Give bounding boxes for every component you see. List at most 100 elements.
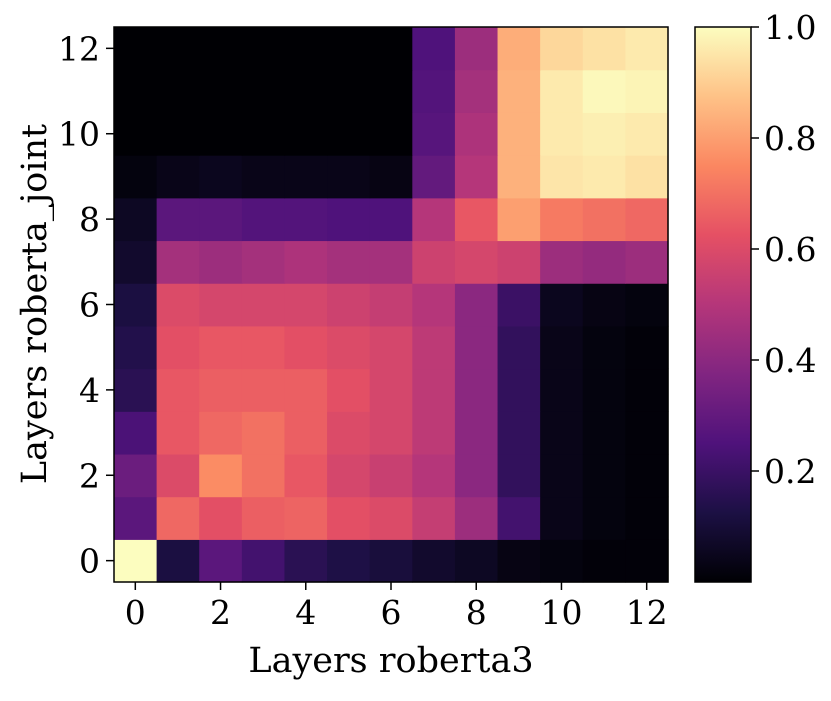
- heatmap-cell: [540, 27, 584, 71]
- heatmap-cell: [454, 539, 499, 583]
- heatmap-cell: [454, 155, 499, 199]
- y-tick-label: 12: [58, 29, 100, 68]
- heatmap-cell: [327, 453, 371, 498]
- heatmap-cell: [327, 240, 371, 284]
- heatmap-cell: [625, 453, 669, 498]
- heatmap-cell: [582, 112, 626, 156]
- heatmap-cell: [114, 283, 158, 327]
- heatmap-cell: [241, 368, 286, 412]
- heatmap-cell: [241, 240, 286, 284]
- heatmap-cell: [327, 112, 371, 156]
- heatmap-cell: [369, 197, 413, 242]
- heatmap-cell: [625, 368, 669, 412]
- heatmap-cell: [412, 368, 456, 412]
- heatmap-cell: [412, 325, 456, 370]
- heatmap-cell: [114, 197, 158, 242]
- heatmap-cell: [540, 283, 584, 327]
- heatmap-cell: [497, 539, 541, 583]
- heatmap-cell: [540, 197, 584, 242]
- heatmap-cell: [369, 240, 413, 284]
- colorbar-tick-label: 0.2: [764, 452, 816, 491]
- heatmap-cell: [369, 155, 413, 199]
- heatmap-cell: [540, 453, 584, 498]
- colorbar-tick-label: 0.4: [764, 341, 816, 380]
- heatmap-cell: [369, 453, 413, 498]
- heatmap-cell: [582, 539, 626, 583]
- heatmap-cell: [369, 325, 413, 370]
- heatmap-cell: [156, 69, 200, 113]
- y-tick-label: 10: [58, 115, 100, 154]
- x-tick-label: 2: [210, 593, 231, 632]
- heatmap-cell: [454, 453, 499, 498]
- heatmap-cell: [199, 240, 243, 284]
- heatmap-cell: [156, 27, 200, 71]
- heatmap-cell: [241, 411, 286, 455]
- heatmap-cell: [241, 496, 286, 540]
- heatmap-cell: [241, 283, 286, 327]
- heatmap-cell: [540, 325, 584, 370]
- heatmap-cell: [241, 325, 286, 370]
- heatmap-cell: [199, 69, 243, 113]
- heatmap-cell: [454, 197, 499, 242]
- x-axis-title: Layers roberta3: [248, 641, 533, 681]
- heatmap-cell: [284, 496, 328, 540]
- heatmap-cell: [582, 283, 626, 327]
- heatmap-cell: [454, 325, 499, 370]
- heatmap-cell: [284, 112, 328, 156]
- heatmap-cell: [284, 411, 328, 455]
- heatmap-cell: [497, 453, 541, 498]
- heatmap-cell: [412, 453, 456, 498]
- heatmap-cell: [582, 69, 626, 113]
- heatmap-cell: [114, 69, 158, 113]
- heatmap-cell: [582, 368, 626, 412]
- heatmap-cell: [284, 368, 328, 412]
- heatmap-cell: [327, 155, 371, 199]
- heatmap-cell: [497, 240, 541, 284]
- heatmap-cell: [625, 539, 669, 583]
- heatmap-cell: [412, 539, 456, 583]
- colorbar-tick-label: 0.6: [764, 230, 816, 269]
- heatmap-cell: [497, 27, 541, 71]
- heatmap-cell: [114, 325, 158, 370]
- heatmap-cell: [114, 453, 158, 498]
- heatmap-cell: [369, 368, 413, 412]
- x-tick-label: 10: [540, 593, 582, 632]
- heatmap-cell: [497, 112, 541, 156]
- colorbar-axis: 0.2 0.4 0.6 0.8 1.0: [751, 8, 816, 491]
- heatmap-cell: [114, 112, 158, 156]
- heatmap-cell: [369, 539, 413, 583]
- heatmap-cell: [199, 112, 243, 156]
- heatmap-cell: [241, 197, 286, 242]
- x-tick-label: 4: [295, 593, 316, 632]
- heatmap-cell: [199, 325, 243, 370]
- heatmap-cell: [454, 368, 499, 412]
- heatmap-cell: [582, 411, 626, 455]
- heatmap-cell: [241, 112, 286, 156]
- heatmap-cell: [199, 27, 243, 71]
- heatmap-cell: [454, 283, 499, 327]
- heatmap-cell: [284, 197, 328, 242]
- heatmap-cell: [625, 27, 669, 71]
- heatmap-cell: [199, 283, 243, 327]
- heatmap-cell: [497, 69, 541, 113]
- heatmap-cell: [156, 112, 200, 156]
- heatmap-cell: [156, 197, 200, 242]
- heatmap-cell: [454, 240, 499, 284]
- heatmap-cell: [199, 155, 243, 199]
- colorbar-tick-label: 0.8: [764, 119, 816, 158]
- heatmap-cell: [156, 325, 200, 370]
- heatmap-cell: [582, 27, 626, 71]
- heatmap-cell: [540, 112, 584, 156]
- heatmap-cell: [497, 411, 541, 455]
- heatmap-cell: [454, 496, 499, 540]
- heatmap-cell: [497, 325, 541, 370]
- heatmap-cell: [540, 155, 584, 199]
- heatmap-cell: [582, 240, 626, 284]
- y-tick-label: 8: [79, 200, 100, 239]
- heatmap-cell: [625, 112, 669, 156]
- heatmap-cell: [327, 539, 371, 583]
- heatmap-cell: [582, 197, 626, 242]
- heatmap-cell: [284, 27, 328, 71]
- heatmap-cell: [327, 496, 371, 540]
